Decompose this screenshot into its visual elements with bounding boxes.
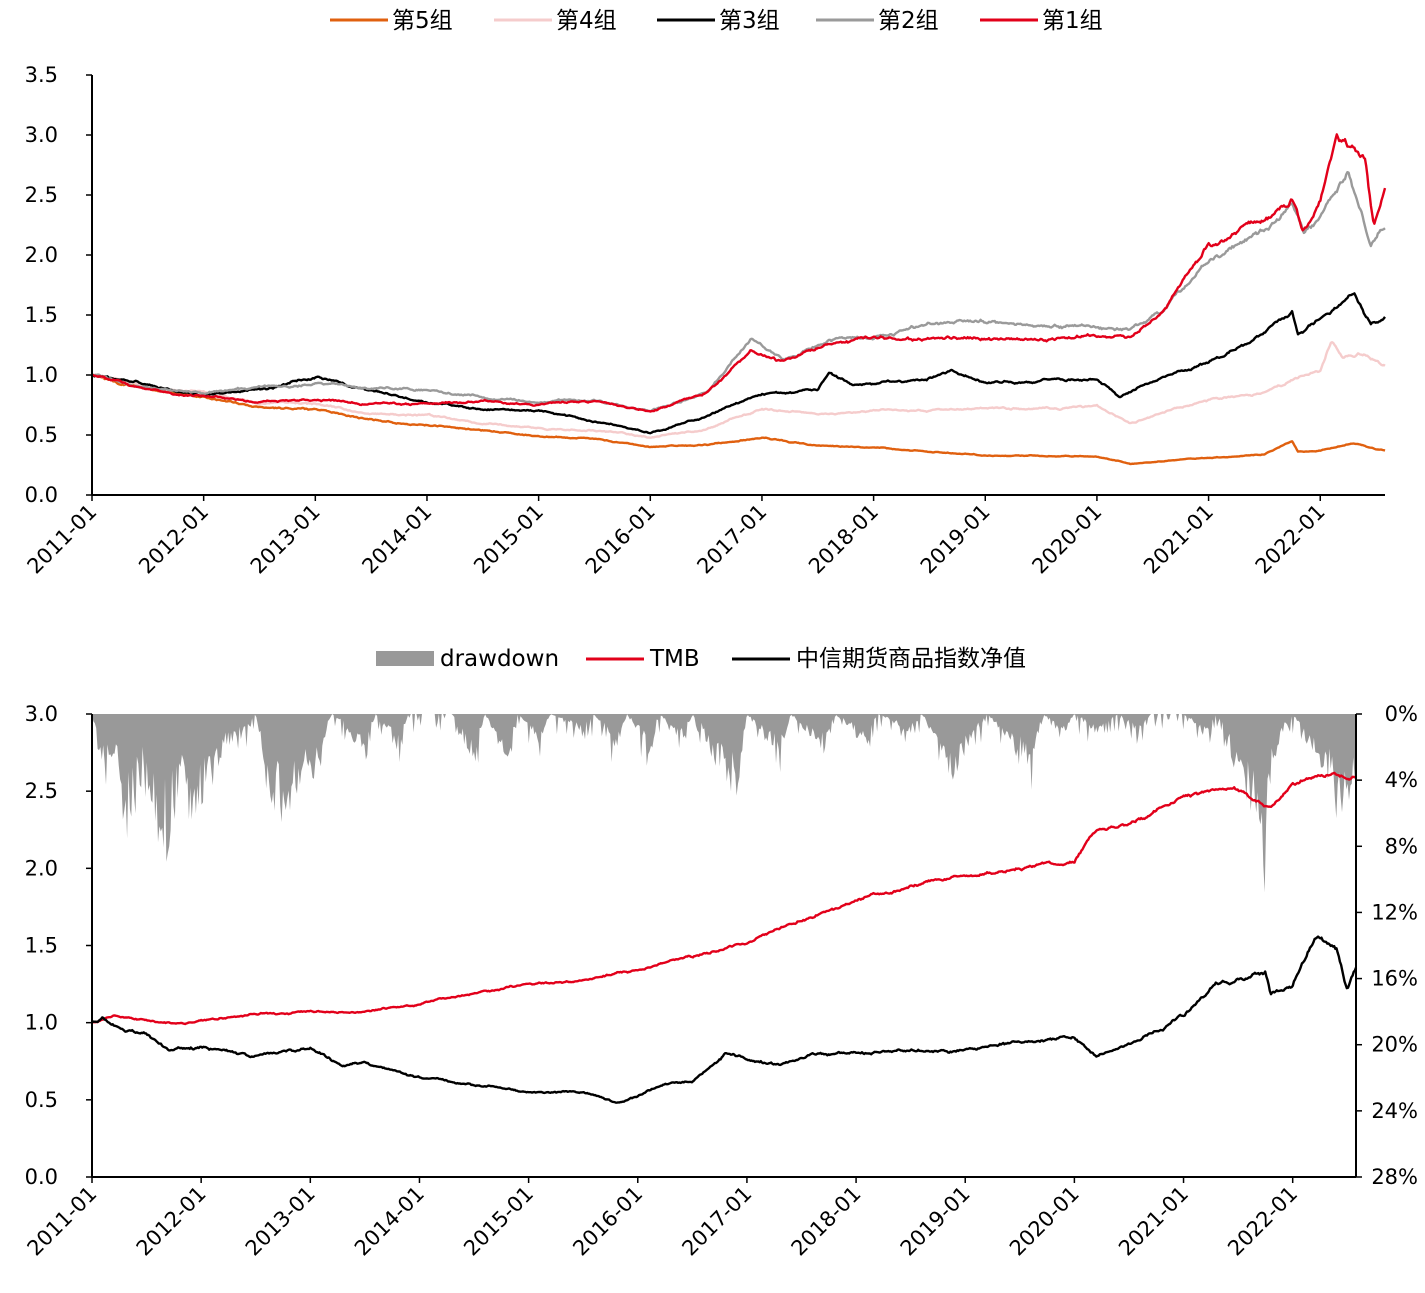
y2-tick-label: 20% <box>1371 1033 1418 1057</box>
y2-tick-label: 4% <box>1385 768 1418 792</box>
legend-label: drawdown <box>440 646 559 672</box>
y2-tick-label: 16% <box>1371 967 1418 991</box>
x-tick-label: 2012-01 <box>134 500 213 579</box>
x-tick-label: 2021-01 <box>1139 500 1218 579</box>
x-tick-label: 2020-01 <box>1005 1182 1084 1261</box>
y-tick-label: 0.5 <box>25 1088 58 1112</box>
x-tick-label: 2022-01 <box>1251 500 1330 579</box>
y-tick-label: 0.0 <box>25 483 58 507</box>
y-tick-label: 1.5 <box>25 934 58 958</box>
y-tick-label: 3.0 <box>25 702 58 726</box>
x-tick-label: 2017-01 <box>692 500 771 579</box>
x-tick-label: 2015-01 <box>469 500 548 579</box>
x-tick-label: 2022-01 <box>1223 1182 1302 1261</box>
series-line <box>91 935 1358 1104</box>
x-tick-label: 2013-01 <box>246 500 325 579</box>
y2-tick-label: 24% <box>1371 1099 1418 1123</box>
legend-label: 第1组 <box>1042 8 1103 34</box>
y-tick-label: 3.5 <box>25 63 58 87</box>
x-tick-label: 2017-01 <box>677 1182 756 1261</box>
x-tick-label: 2018-01 <box>787 1182 866 1261</box>
drawdown-area <box>92 714 1356 893</box>
y2-tick-label: 8% <box>1385 834 1418 858</box>
x-tick-label: 2019-01 <box>916 500 995 579</box>
x-tick-label: 2019-01 <box>896 1182 975 1261</box>
y-tick-label: 1.5 <box>25 303 58 327</box>
series-line <box>91 771 1357 1026</box>
chart-tmb-vs-index: drawdown TMB 中信期货商品指数净值 0.0 0.5 1.0 1.5 2.0 2.5 3… <box>23 646 1418 1261</box>
legend-label: 第2组 <box>878 8 939 34</box>
x-tick-label: 2020-01 <box>1027 500 1106 579</box>
y-tick-label: 3.0 <box>25 123 58 147</box>
x-tick-label: 2011-01 <box>23 500 102 579</box>
x-tick-label: 2012-01 <box>132 1182 211 1261</box>
x-tick-label: 2016-01 <box>581 500 660 579</box>
x-tick-label: 2013-01 <box>241 1182 320 1261</box>
y2-tick-label: 12% <box>1371 900 1418 924</box>
y-tick-label: 1.0 <box>25 1011 58 1035</box>
y-tick-label: 2.5 <box>25 779 58 803</box>
legend-label: 中信期货商品指数净值 <box>796 646 1026 672</box>
y-tick-label: 2.5 <box>25 183 58 207</box>
y-tick-label: 0.5 <box>25 423 58 447</box>
x-tick-label: 2015-01 <box>459 1182 538 1261</box>
legend-label: 第4组 <box>556 8 617 34</box>
legend-label: 第3组 <box>719 8 780 34</box>
x-tick-label: 2011-01 <box>23 1182 102 1261</box>
y2-tick-label: 0% <box>1385 702 1418 726</box>
series-line <box>91 373 1386 466</box>
x-tick-label: 2016-01 <box>568 1182 647 1261</box>
y-tick-label: 2.0 <box>25 856 58 880</box>
legend-label: TMB <box>649 646 700 672</box>
y2-tick-label: 28% <box>1371 1165 1418 1189</box>
y-tick-label: 0.0 <box>25 1165 58 1189</box>
x-tick-label: 2014-01 <box>350 1182 429 1261</box>
series-line <box>91 292 1386 435</box>
series-line <box>91 171 1386 413</box>
x-tick-label: 2021-01 <box>1114 1182 1193 1261</box>
x-tick-label: 2018-01 <box>804 500 883 579</box>
chart-group-backtest: 第5组 第4组 第3组 第2组 第1组 0.0 0.5 1.0 1.5 2.0 2.5 3.0 3.5 2… <box>23 8 1387 579</box>
series-line <box>91 341 1386 439</box>
legend-label: 第5组 <box>392 8 453 34</box>
legend-swatch-area <box>376 651 434 666</box>
y-tick-label: 2.0 <box>25 243 58 267</box>
y-tick-label: 1.0 <box>25 363 58 387</box>
x-tick-label: 2014-01 <box>357 500 436 579</box>
series-line <box>91 133 1387 413</box>
